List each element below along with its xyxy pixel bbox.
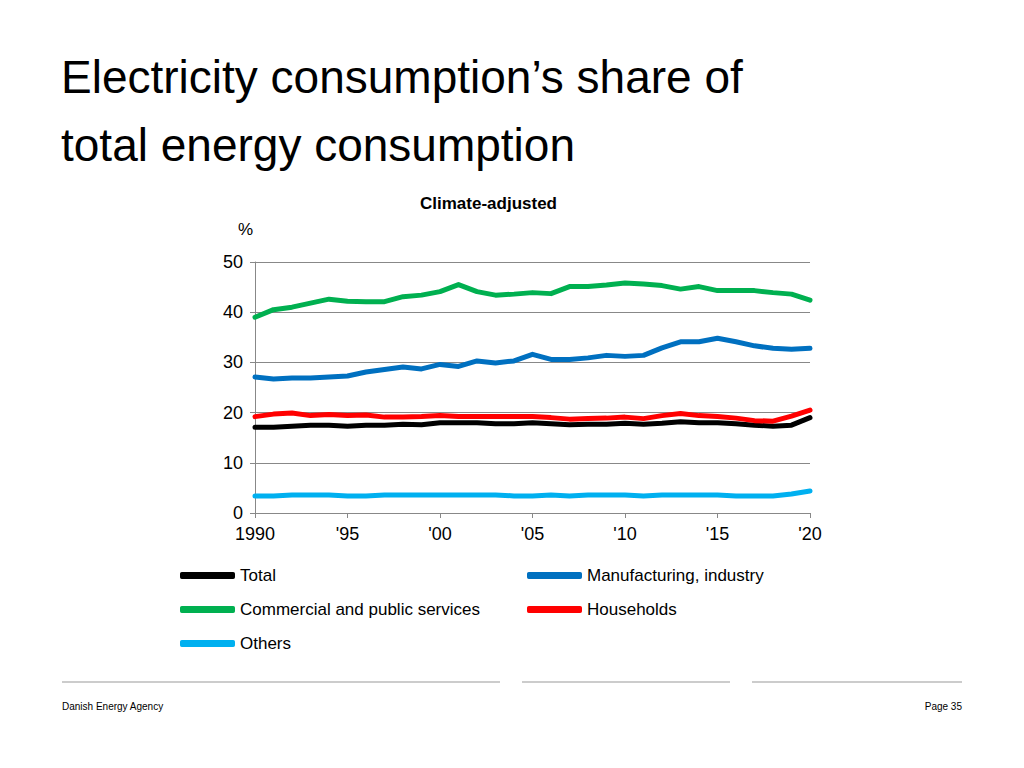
svg-text:40: 40 — [223, 302, 243, 322]
svg-text:Households: Households — [587, 600, 677, 619]
svg-text:Commercial and public services: Commercial and public services — [240, 600, 480, 619]
svg-text:50: 50 — [223, 252, 243, 272]
svg-text:'10: '10 — [613, 524, 636, 544]
svg-text:10: 10 — [223, 453, 243, 473]
svg-text:Climate-adjusted: Climate-adjusted — [420, 194, 557, 213]
svg-text:Electricity consumption’s shar: Electricity consumption’s share of — [61, 51, 756, 103]
svg-text:'05: '05 — [521, 524, 544, 544]
svg-text:Danish Energy Agency: Danish Energy Agency — [62, 701, 163, 712]
svg-text:'95: '95 — [336, 524, 359, 544]
svg-text:'00: '00 — [428, 524, 451, 544]
svg-text:Total: Total — [240, 566, 276, 585]
svg-text:%: % — [238, 220, 253, 239]
svg-text:'20: '20 — [798, 524, 821, 544]
svg-text:total energy consumption: total energy consumption — [61, 119, 575, 171]
svg-text:30: 30 — [223, 352, 243, 372]
svg-text:0: 0 — [233, 503, 243, 523]
svg-text:20: 20 — [223, 403, 243, 423]
svg-text:Others: Others — [240, 634, 291, 653]
svg-text:1990: 1990 — [235, 524, 275, 544]
svg-text:Page 35: Page 35 — [925, 701, 963, 712]
svg-text:'15: '15 — [706, 524, 729, 544]
svg-text:Manufacturing, industry: Manufacturing, industry — [587, 566, 764, 585]
